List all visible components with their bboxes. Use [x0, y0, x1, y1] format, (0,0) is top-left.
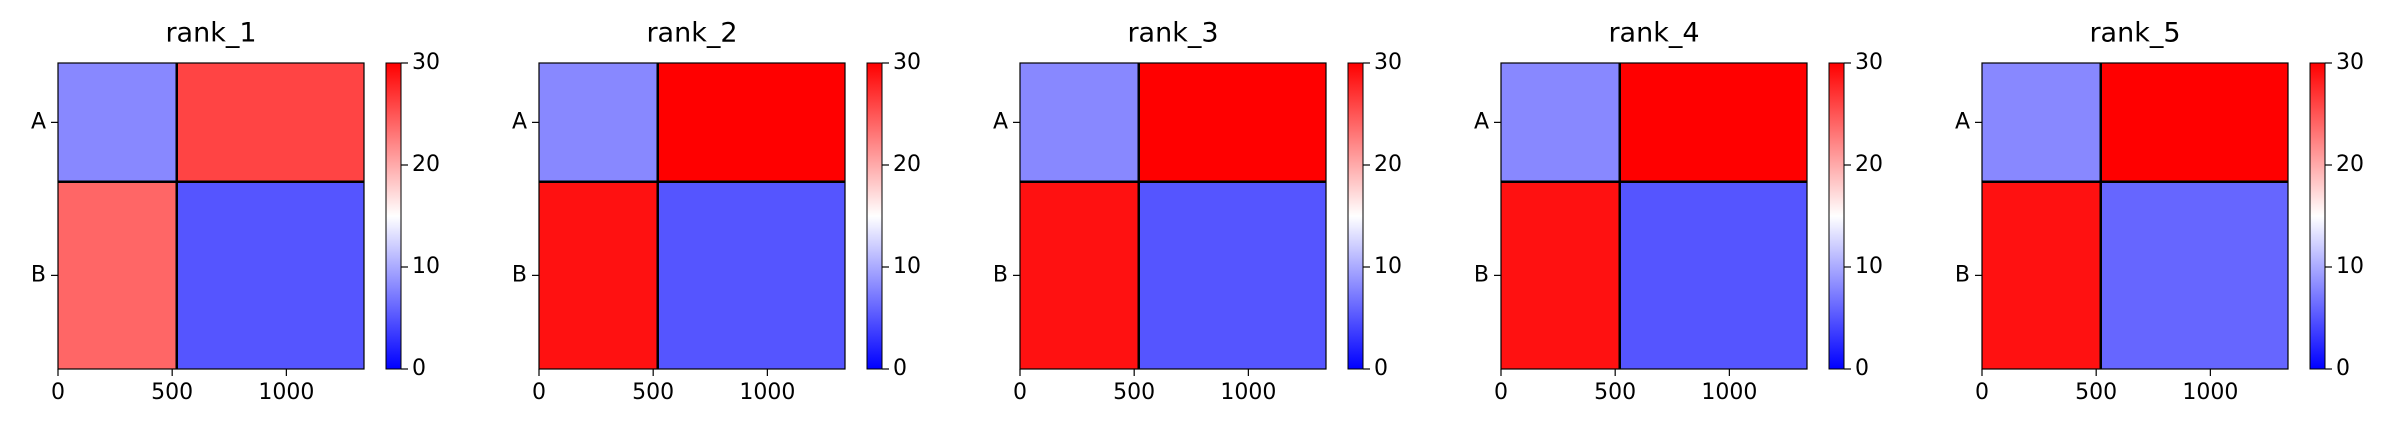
y-tick-label: B: [512, 262, 527, 287]
colorbar-tick-label: 20: [893, 152, 921, 177]
colorbar-tick-label: 30: [1374, 50, 1402, 75]
heatmap-cell: [2100, 181, 2288, 369]
y-tick-label: A: [1955, 109, 1970, 134]
chart-title: rank_1: [165, 18, 256, 49]
heatmap-cell: [176, 63, 364, 182]
y-tick-label: A: [1474, 109, 1489, 134]
heatmap-cell: [657, 181, 845, 369]
colorbar-tick-label: 10: [1855, 254, 1883, 279]
heatmap-cell: [176, 181, 364, 369]
plot-frame: [1981, 62, 2289, 370]
heatmap-cell: [539, 181, 658, 369]
colorbar-tick-label: 10: [2336, 254, 2364, 279]
heatmap-cell: [657, 63, 845, 182]
colorbar-tick-label: 0: [1374, 356, 1388, 381]
colorbar-tick-label: 20: [1855, 152, 1883, 177]
colorbar-tick-label: 0: [2336, 356, 2350, 381]
colorbar: [1828, 62, 1845, 370]
y-tick-label: B: [31, 262, 46, 287]
colorbar-tick-label: 30: [412, 50, 440, 75]
plot-frame: [1500, 62, 1808, 370]
x-tick-label: 500: [151, 380, 193, 405]
y-tick-label: B: [1955, 262, 1970, 287]
heatmap-cell: [1501, 63, 1620, 182]
colorbar: [385, 62, 402, 370]
x-tick-label: 0: [51, 380, 65, 405]
x-tick-label: 0: [1975, 380, 1989, 405]
y-tick-label: A: [31, 109, 46, 134]
colorbar-tick-label: 10: [1374, 254, 1402, 279]
x-tick-label: 500: [1594, 380, 1636, 405]
heatmap-cell: [58, 181, 177, 369]
colorbar-tick-label: 20: [2336, 152, 2364, 177]
x-tick-label: 500: [632, 380, 674, 405]
x-tick-label: 1000: [2182, 380, 2238, 405]
x-tick-label: 0: [1013, 380, 1027, 405]
heatmap-cell: [1020, 63, 1139, 182]
colorbar-tick-label: 20: [1374, 152, 1402, 177]
plot-frame: [1019, 62, 1327, 370]
heatmap-cell: [539, 63, 658, 182]
x-tick-label: 1000: [1701, 380, 1757, 405]
heatmap-cell: [1138, 181, 1326, 369]
colorbar: [2309, 62, 2326, 370]
chart-title: rank_4: [1608, 18, 1699, 49]
heatmap-cell: [1020, 181, 1139, 369]
colorbar-tick-label: 0: [893, 356, 907, 381]
x-tick-label: 0: [1494, 380, 1508, 405]
colorbar-tick-label: 0: [1855, 356, 1869, 381]
colorbar-tick-label: 30: [2336, 50, 2364, 75]
heatmap-cell: [1138, 63, 1326, 182]
chart-title: rank_3: [1127, 18, 1218, 49]
heatmap-cell: [1982, 181, 2101, 369]
colorbar: [1347, 62, 1364, 370]
colorbar: [866, 62, 883, 370]
y-tick-label: A: [993, 109, 1008, 134]
colorbar-tick-label: 30: [893, 50, 921, 75]
chart-title: rank_5: [2089, 18, 2180, 49]
colorbar-tick-label: 10: [893, 254, 921, 279]
x-tick-label: 0: [532, 380, 546, 405]
plot-frame: [538, 62, 846, 370]
heatmap-cell: [1619, 181, 1807, 369]
colorbar-tick-label: 20: [412, 152, 440, 177]
colorbar-tick-label: 10: [412, 254, 440, 279]
heatmap-cell: [1501, 181, 1620, 369]
y-tick-label: A: [512, 109, 527, 134]
x-tick-label: 1000: [739, 380, 795, 405]
colorbar-tick-label: 30: [1855, 50, 1883, 75]
heatmap-cell: [1982, 63, 2101, 182]
x-tick-label: 500: [1113, 380, 1155, 405]
heatmap-cell: [2100, 63, 2288, 182]
y-tick-label: B: [1474, 262, 1489, 287]
x-tick-label: 1000: [258, 380, 314, 405]
heatmap-cell: [58, 63, 177, 182]
y-tick-label: B: [993, 262, 1008, 287]
plot-frame: [57, 62, 365, 370]
chart-title: rank_2: [646, 18, 737, 49]
x-tick-label: 1000: [1220, 380, 1276, 405]
colorbar-tick-label: 0: [412, 356, 426, 381]
x-tick-label: 500: [2075, 380, 2117, 405]
heatmap-cell: [1619, 63, 1807, 182]
